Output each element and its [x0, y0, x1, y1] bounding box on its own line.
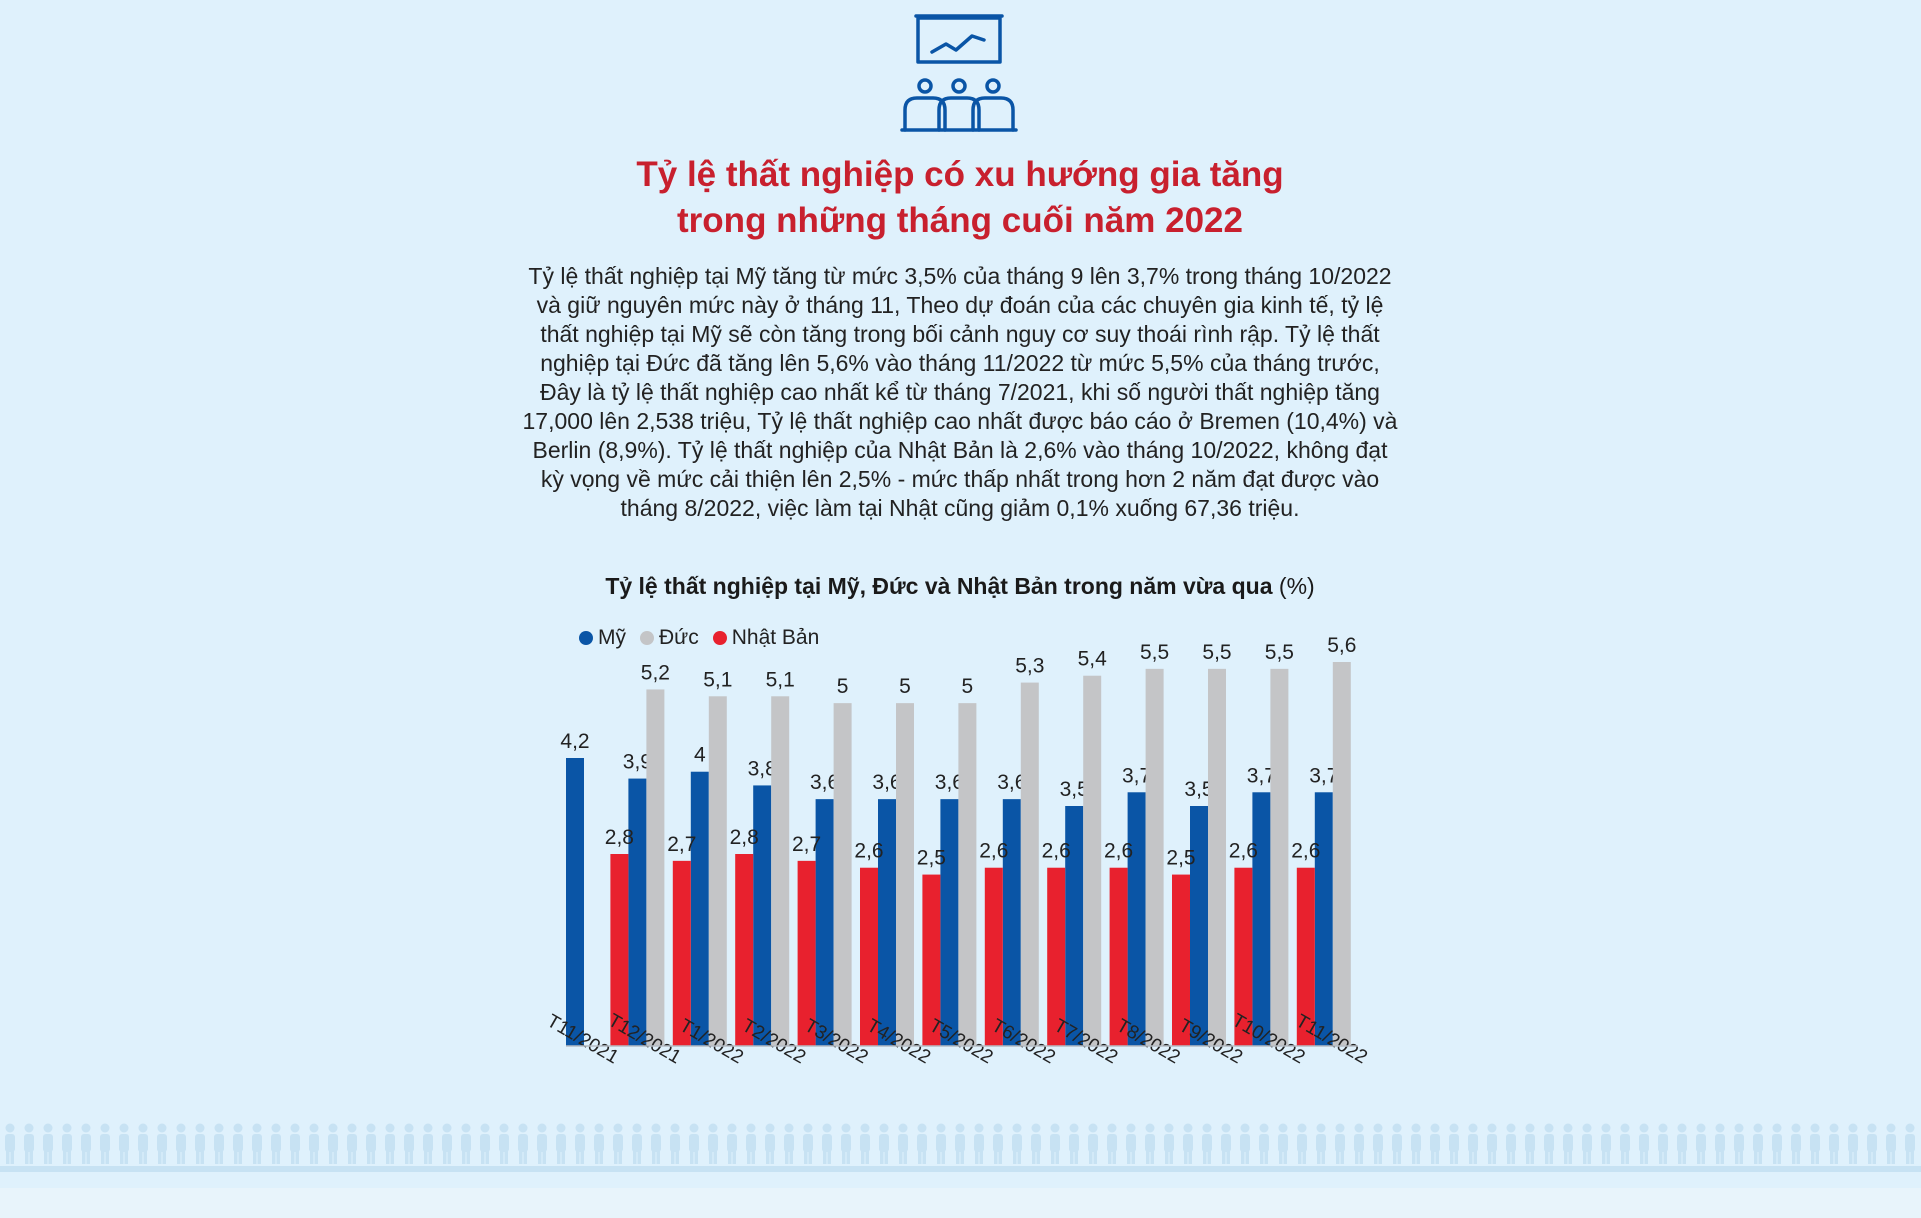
data-label-1-3: 5,1: [766, 668, 795, 691]
legend-dot-duc: [640, 631, 654, 645]
legend-label-duc: Đức: [659, 626, 699, 649]
data-label-0-4: 3,6: [810, 771, 839, 794]
bar-1-6: [958, 703, 977, 1046]
bar-0-6: [940, 799, 959, 1046]
data-label-0-10: 3,5: [1184, 778, 1213, 801]
bar-0-11: [1252, 792, 1271, 1046]
data-label-1-4: 5: [837, 675, 849, 698]
bar-2-4: [797, 860, 816, 1046]
bar-2-6: [922, 874, 941, 1046]
data-label-1-10: 5,5: [1202, 641, 1231, 664]
page-title: Tỷ lệ thất nghiệp có xu hướng gia tăng t…: [360, 152, 1560, 244]
data-label-0-8: 3,5: [1060, 778, 1089, 801]
legend-dot-my: [579, 631, 593, 645]
bar-2-9: [1109, 867, 1128, 1046]
bar-1-7: [1020, 682, 1039, 1046]
legend-label-nhat-ban: Nhật Bản: [731, 626, 820, 649]
data-label-1-8: 5,4: [1078, 648, 1108, 671]
data-label-0-1: 3,9: [623, 751, 652, 774]
data-label-2-12: 2,6: [1291, 840, 1320, 863]
data-label-0-6: 3,6: [935, 771, 964, 794]
body-paragraph: Tỷ lệ thất nghiệp tại Mỹ tăng từ mức 3,5…: [522, 263, 1398, 521]
data-label-0-9: 3,7: [1122, 764, 1151, 787]
legend-item-duc: Đức: [640, 626, 699, 650]
bar-0-0: [566, 758, 584, 1046]
data-label-1-11: 5,5: [1265, 641, 1294, 664]
bar-1-10: [1208, 668, 1226, 1046]
data-label-1-5: 5: [899, 675, 911, 698]
data-label-1-9: 5,5: [1140, 641, 1169, 664]
bar-0-3: [753, 785, 772, 1046]
bar-chart: 4,2T11/20213,95,22,8T12/202145,12,7T1/20…: [543, 634, 1371, 1068]
bar-2-8: [1047, 867, 1066, 1046]
legend-dot-nhat-ban: [712, 631, 727, 645]
title-line-1: Tỷ lệ thất nghiệp có xu hướng gia tăng: [636, 155, 1284, 194]
data-label-2-1: 2,8: [605, 826, 634, 849]
bar-2-2: [672, 860, 691, 1046]
bar-0-12: [1314, 792, 1333, 1046]
data-label-2-9: 2,6: [1104, 840, 1133, 863]
legend-item-nhat-ban: Nhật Bản: [712, 626, 820, 650]
bar-1-12: [1332, 662, 1351, 1046]
legend-label-my: Mỹ: [598, 626, 626, 649]
chart-legend: Mỹ Đức Nhật Bản: [579, 626, 833, 650]
bar-2-12: [1296, 867, 1315, 1046]
chart-title: Tỷ lệ thất nghiệp tại Mỹ, Đức và Nhật Bả…: [360, 573, 1560, 600]
data-label-2-11: 2,6: [1229, 840, 1258, 863]
bar-1-3: [771, 696, 790, 1046]
bar-1-2: [708, 696, 727, 1046]
presentation-audience-icon: [892, 10, 1022, 135]
bar-2-1: [610, 854, 629, 1046]
bar-1-5: [896, 703, 914, 1046]
data-label-2-5: 2,6: [854, 840, 883, 863]
chart-title-unit: (%): [1278, 573, 1315, 599]
people-pattern-decoration: [0, 1123, 1921, 1218]
data-label-1-12: 5,6: [1327, 634, 1356, 657]
bar-0-2: [690, 771, 709, 1046]
data-label-0-2: 4: [694, 744, 706, 767]
bar-2-10: [1172, 874, 1190, 1046]
bar-0-8: [1065, 806, 1084, 1046]
data-label-1-2: 5,1: [703, 668, 732, 691]
data-label-1-6: 5: [962, 675, 974, 698]
bar-2-11: [1234, 867, 1253, 1046]
bar-1-11: [1270, 668, 1289, 1046]
chart-title-text: Tỷ lệ thất nghiệp tại Mỹ, Đức và Nhật Bả…: [605, 573, 1273, 599]
bar-0-1: [628, 778, 647, 1046]
data-label-2-10: 2,5: [1166, 847, 1195, 870]
data-label-2-2: 2,7: [667, 833, 696, 856]
bar-1-8: [1083, 675, 1102, 1046]
data-label-2-4: 2,7: [792, 833, 821, 856]
title-line-2: trong những tháng cuối năm 2022: [677, 201, 1243, 240]
bar-0-10: [1190, 806, 1208, 1046]
data-label-2-6: 2,5: [917, 847, 946, 870]
data-label-0-11: 3,7: [1247, 764, 1276, 787]
data-label-0-7: 3,6: [997, 771, 1026, 794]
bar-0-7: [1002, 799, 1021, 1046]
data-label-1-1: 5,2: [641, 661, 670, 684]
bar-1-4: [833, 703, 852, 1046]
bar-2-5: [860, 867, 878, 1046]
bar-1-9: [1145, 668, 1164, 1046]
data-label-2-8: 2,6: [1042, 840, 1071, 863]
data-label-2-3: 2,8: [730, 826, 759, 849]
data-label-0-5: 3,6: [872, 771, 901, 794]
bar-2-3: [735, 854, 754, 1046]
bar-0-4: [815, 799, 834, 1046]
bar-1-1: [646, 689, 665, 1046]
bar-0-9: [1127, 792, 1146, 1046]
bar-0-5: [878, 799, 896, 1046]
data-label-0-0: 4,2: [560, 730, 589, 753]
data-label-2-7: 2,6: [979, 840, 1008, 863]
data-label-1-7: 5,3: [1015, 655, 1044, 678]
legend-item-my: Mỹ: [579, 626, 626, 650]
data-label-0-3: 3,8: [748, 757, 777, 780]
data-label-0-12: 3,7: [1309, 764, 1338, 787]
bar-2-7: [984, 867, 1003, 1046]
